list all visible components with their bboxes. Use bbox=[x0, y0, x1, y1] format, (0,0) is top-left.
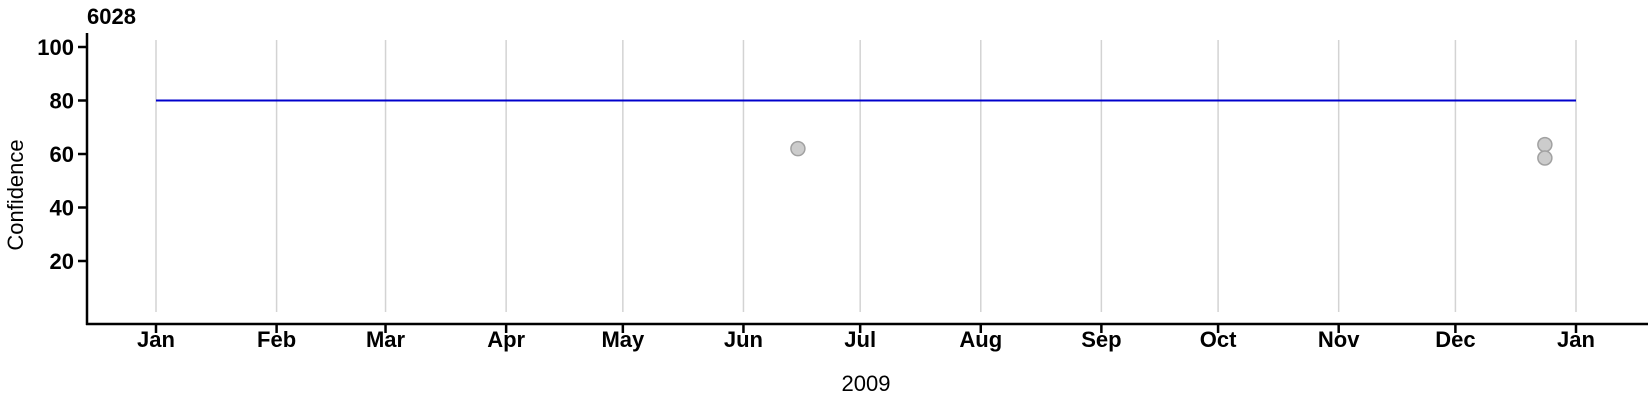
x-tick-label: Apr bbox=[487, 327, 525, 352]
x-tick-label: Oct bbox=[1200, 327, 1237, 352]
y-tick-label: 80 bbox=[50, 89, 74, 114]
x-tick-label: Sep bbox=[1081, 327, 1121, 352]
x-tick-label: May bbox=[601, 327, 645, 352]
data-point bbox=[1537, 136, 1553, 153]
x-tick-label: Jan bbox=[1557, 327, 1595, 352]
data-point bbox=[790, 140, 806, 157]
x-tick-label: Jun bbox=[724, 327, 763, 352]
x-tick-label: Mar bbox=[366, 327, 406, 352]
x-tick-label: Nov bbox=[1318, 327, 1360, 352]
y-tick-label: 60 bbox=[50, 142, 74, 167]
y-tick-label: 20 bbox=[50, 249, 74, 274]
y-tick-label: 100 bbox=[37, 35, 74, 60]
x-tick-label: Feb bbox=[257, 327, 296, 352]
x-tick-label: Jan bbox=[137, 327, 175, 352]
data-point bbox=[1537, 150, 1553, 166]
x-tick-label: Aug bbox=[959, 327, 1002, 352]
y-tick-label: 40 bbox=[50, 196, 74, 221]
x-tick-label: Dec bbox=[1435, 327, 1475, 352]
chart-title: 6028 bbox=[87, 4, 136, 29]
x-axis-label: 2009 bbox=[841, 371, 891, 396]
x-tick-label: Jul bbox=[844, 327, 876, 352]
